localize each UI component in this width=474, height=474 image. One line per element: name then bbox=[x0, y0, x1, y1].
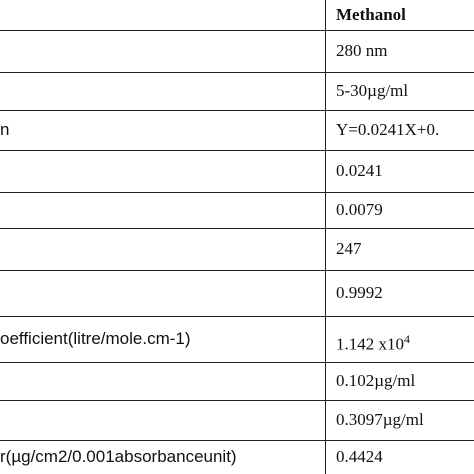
row-border bbox=[0, 228, 474, 229]
row-value: 0.4424 bbox=[336, 447, 383, 467]
value-text: 1.142 x10 bbox=[336, 334, 404, 354]
row-label: r(µg/cm2/0.001absorbanceunit) bbox=[0, 447, 237, 466]
row-label: n bbox=[0, 120, 10, 139]
value-exponent: 4 bbox=[404, 332, 410, 346]
row-border bbox=[0, 270, 474, 271]
row-value: 247 bbox=[336, 239, 362, 259]
row-value: 0.9992 bbox=[336, 283, 383, 303]
row-border bbox=[0, 192, 474, 193]
value-text: 0.4424 bbox=[336, 447, 383, 466]
row-border bbox=[0, 440, 474, 441]
row-value: 0.3097µg/ml bbox=[336, 410, 424, 430]
row-border bbox=[0, 400, 474, 401]
row-value: 5-30µg/ml bbox=[336, 81, 408, 101]
row-value: 0.0079 bbox=[336, 200, 383, 220]
value-text: 247 bbox=[336, 239, 362, 258]
row-value: Y=0.0241X+0. bbox=[336, 120, 439, 140]
value-text: 0.3097µg/ml bbox=[336, 410, 424, 429]
row-border bbox=[0, 30, 474, 31]
row-border bbox=[0, 110, 474, 111]
row-value: 0.102µg/ml bbox=[336, 371, 415, 391]
value-text: 0.9992 bbox=[336, 283, 383, 302]
column-divider bbox=[325, 0, 326, 474]
value-text: 0.0079 bbox=[336, 200, 383, 219]
row-border bbox=[0, 72, 474, 73]
value-text: 0.102µg/ml bbox=[336, 371, 416, 390]
row-border bbox=[0, 362, 474, 363]
row-value: 1.142 x104 bbox=[336, 329, 410, 355]
column-header: Methanol bbox=[336, 5, 406, 24]
value-text: Y=0.0241X+0. bbox=[336, 120, 440, 139]
value-text: 280 nm bbox=[336, 41, 388, 60]
value-text: 5-30µg/ml bbox=[336, 81, 409, 100]
row-value: 280 nm bbox=[336, 41, 387, 61]
value-text: 0.0241 bbox=[336, 161, 383, 180]
row-border bbox=[0, 316, 474, 317]
row-value: 0.0241 bbox=[336, 161, 383, 181]
row-label: oefficient(litre/mole.cm-1) bbox=[0, 329, 191, 348]
row-border bbox=[0, 150, 474, 151]
